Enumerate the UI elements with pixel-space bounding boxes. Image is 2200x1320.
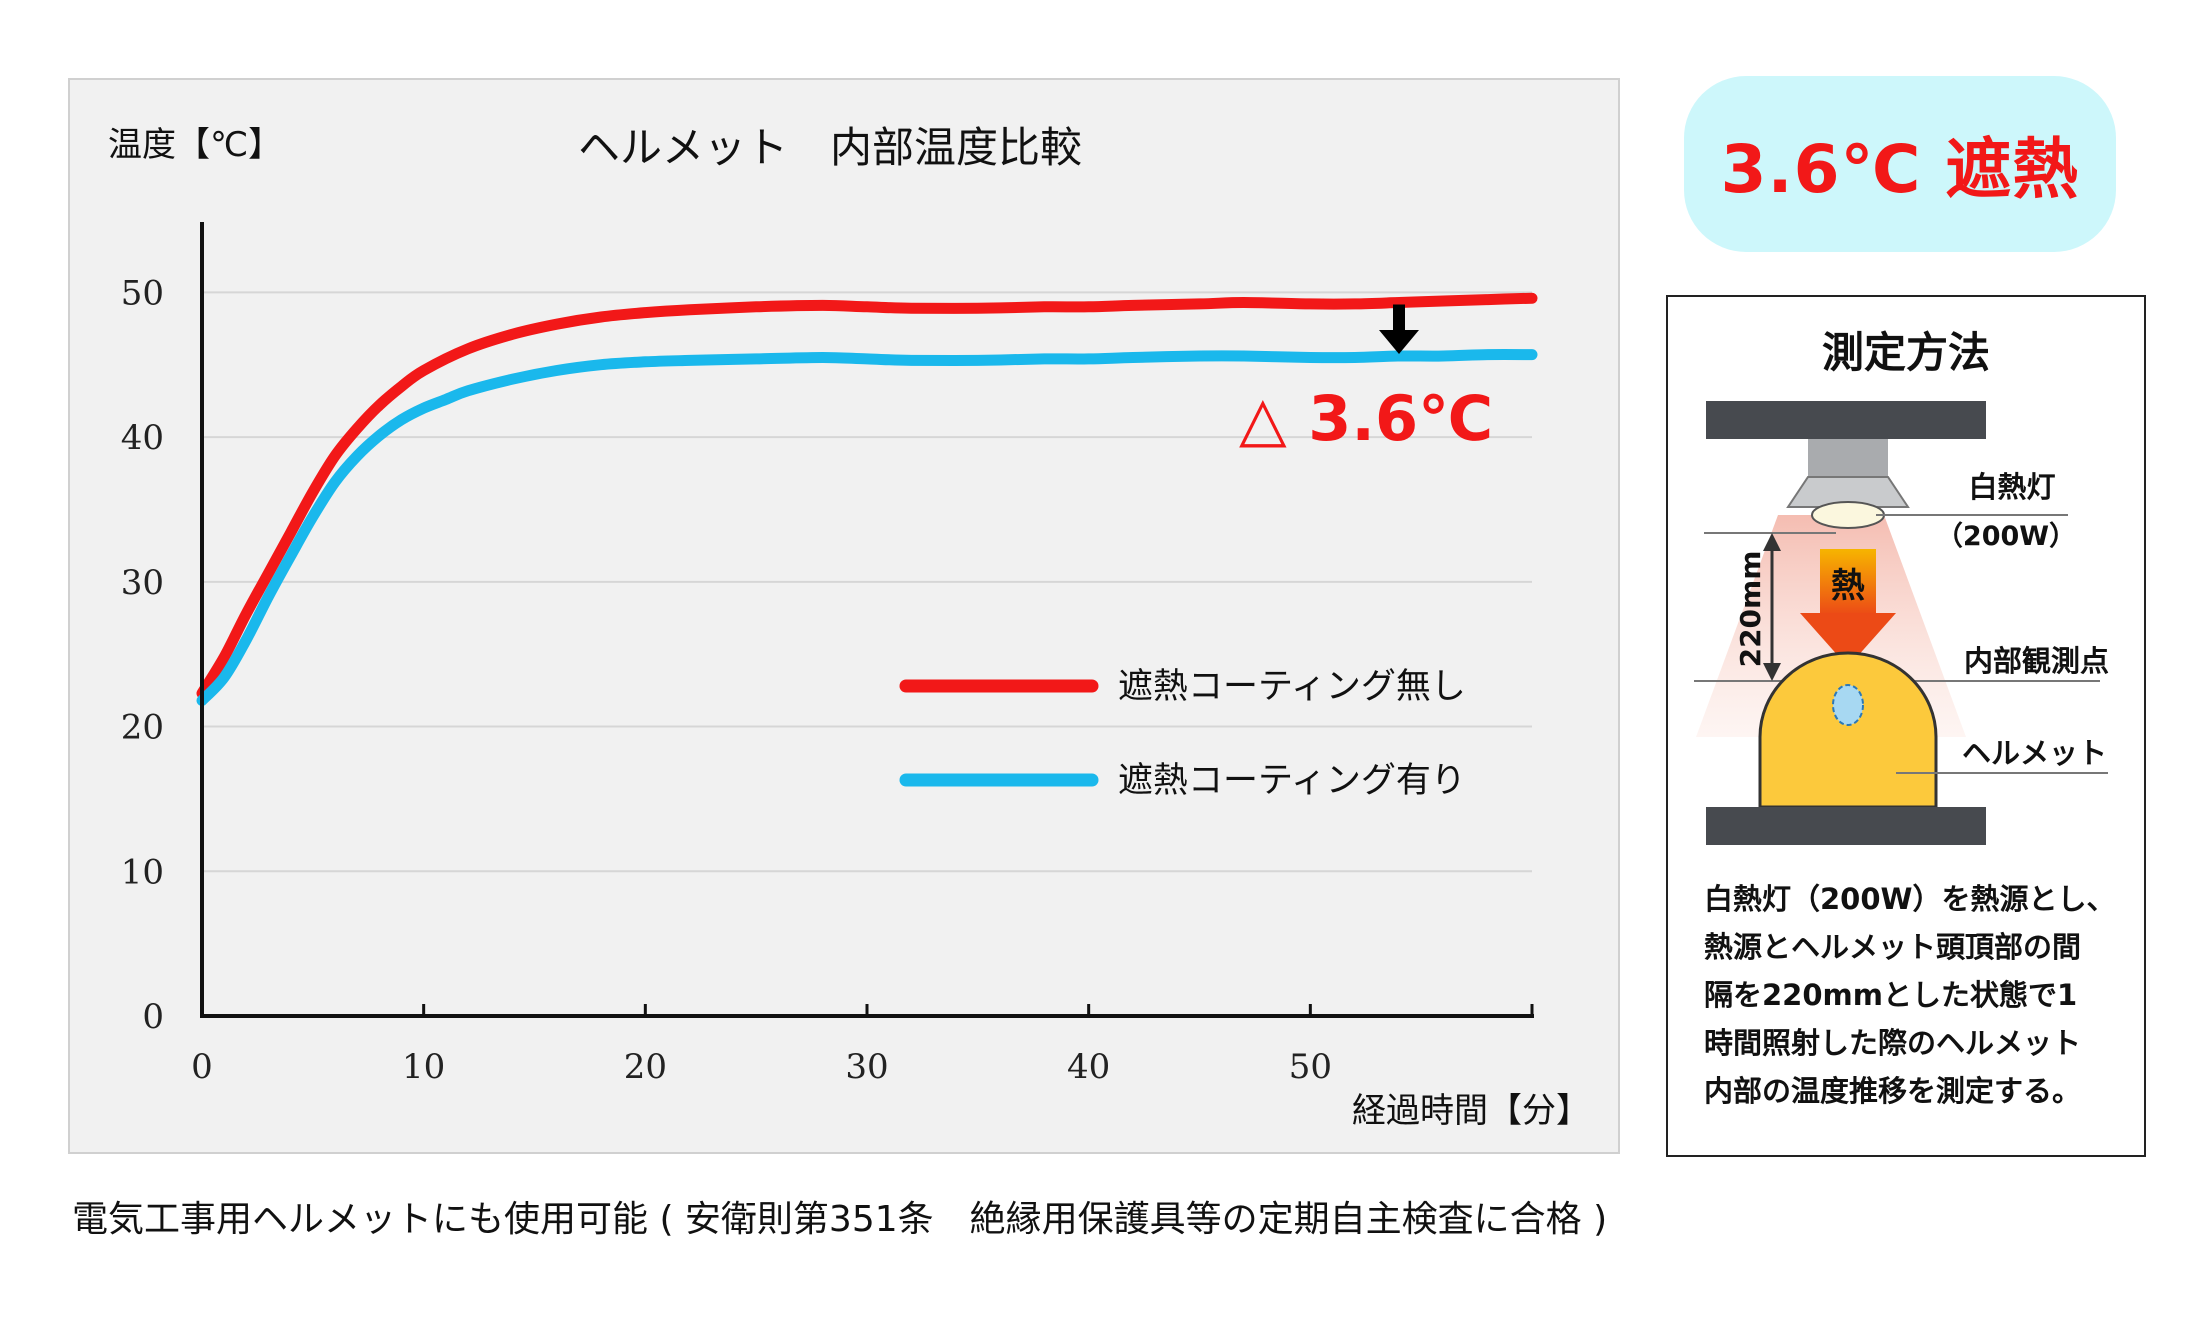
badge-text: 3.6℃ 遮熱 <box>1720 131 2080 208</box>
helmet-icon <box>1758 651 1938 809</box>
x-tick-label: 20 <box>624 1047 667 1087</box>
y-tick-label: 0 <box>142 997 164 1037</box>
measurement-method-panel: 測定方法 220mm 熱 <box>1666 295 2146 1157</box>
series-lines <box>196 292 1538 706</box>
ceiling-plate <box>1706 401 1986 439</box>
x-tick-label: 50 <box>1289 1047 1332 1087</box>
y-tick-label: 20 <box>121 708 164 748</box>
chart-panel: 温度【℃】 ヘルメット 内部温度比較 0 10 20 30 40 50 0 10 20 30 40… <box>68 78 1620 1154</box>
temperature-line-chart: 温度【℃】 ヘルメット 内部温度比較 0 10 20 30 40 50 0 10 20 30 40… <box>108 123 1590 1131</box>
gridlines <box>202 291 1532 873</box>
method-title: 測定方法 <box>1821 328 1990 377</box>
dimension-arrow-down-icon <box>1763 663 1781 681</box>
legend-label-no-coating: 遮熱コーティング無し <box>1118 667 1466 707</box>
method-description-line: 白熱灯（200W）を熱源とし、 <box>1704 882 2116 916</box>
lamp-socket <box>1808 439 1888 477</box>
x-tick-label: 40 <box>1067 1047 1110 1087</box>
lamp-shade-icon <box>1786 476 1910 508</box>
method-description-line: 隔を220mmとした状態で1 <box>1704 978 2078 1012</box>
x-axis-label: 経過時間【分】 <box>1352 1091 1590 1131</box>
measurement-diagram: 220mm 熱 白熱灯 （200W） 内部観測点 ヘルメット <box>1694 401 2109 845</box>
series-line-no-coating <box>196 292 1538 699</box>
dimension-arrow-up-icon <box>1763 533 1781 551</box>
y-tick-label: 30 <box>121 563 164 603</box>
legend: 遮熱コーティング無し 遮熱コーティング有り <box>899 667 1466 801</box>
y-tick-labels: 0 10 20 30 40 50 <box>121 273 164 1037</box>
y-tick-label: 10 <box>121 852 164 892</box>
x-tick-label: 0 <box>191 1047 213 1087</box>
heat-shield-badge: 3.6℃ 遮熱 <box>1684 76 2116 252</box>
lamp-label: 白熱灯 <box>1968 470 2055 504</box>
observation-point-icon <box>1832 684 1864 726</box>
helmet-label: ヘルメット <box>1962 736 2107 770</box>
floor-plate <box>1706 807 1986 845</box>
heat-arrow-icon <box>1800 549 1896 667</box>
heat-label: 熱 <box>1831 566 1865 606</box>
x-tick-labels: 0 10 20 30 40 50 <box>191 1047 1332 1087</box>
series-line-with-coating <box>196 349 1538 706</box>
bulb-icon <box>1811 501 1885 529</box>
method-description-line: 熱源とヘルメット頭頂部の間 <box>1704 930 2082 964</box>
distance-label: 220mm <box>1734 551 1767 668</box>
y-tick-label: 50 <box>121 273 164 313</box>
difference-arrow-shaft <box>1393 304 1405 335</box>
x-tick-label: 10 <box>402 1047 445 1087</box>
lamp-power-label: （200W） <box>1936 521 2076 552</box>
method-description-line: 時間照射した際のヘルメット <box>1704 1026 2082 1060</box>
axes <box>200 222 1534 1018</box>
y-tick-label: 40 <box>121 418 164 458</box>
method-description: 白熱灯（200W）を熱源とし、 熱源とヘルメット頭頂部の間 隔を220mmとした… <box>1704 875 2128 1115</box>
method-description-line: 内部の温度推移を測定する。 <box>1704 1074 2082 1108</box>
y-axis-label: 温度【℃】 <box>108 125 282 165</box>
footnote: 電気工事用ヘルメットにも使用可能 ( 安衛則第351条 絶縁用保護具等の定期自主… <box>72 1199 1608 1240</box>
chart-title: ヘルメット 内部温度比較 <box>578 123 1082 172</box>
legend-label-with-coating: 遮熱コーティング有り <box>1118 761 1466 801</box>
x-tick-label: 30 <box>845 1047 888 1087</box>
difference-annotation: △ 3.6℃ <box>1239 304 1493 455</box>
difference-label: △ 3.6℃ <box>1239 382 1493 455</box>
observation-point-label: 内部観測点 <box>1964 644 2109 678</box>
difference-arrow-down-icon <box>1379 330 1419 355</box>
